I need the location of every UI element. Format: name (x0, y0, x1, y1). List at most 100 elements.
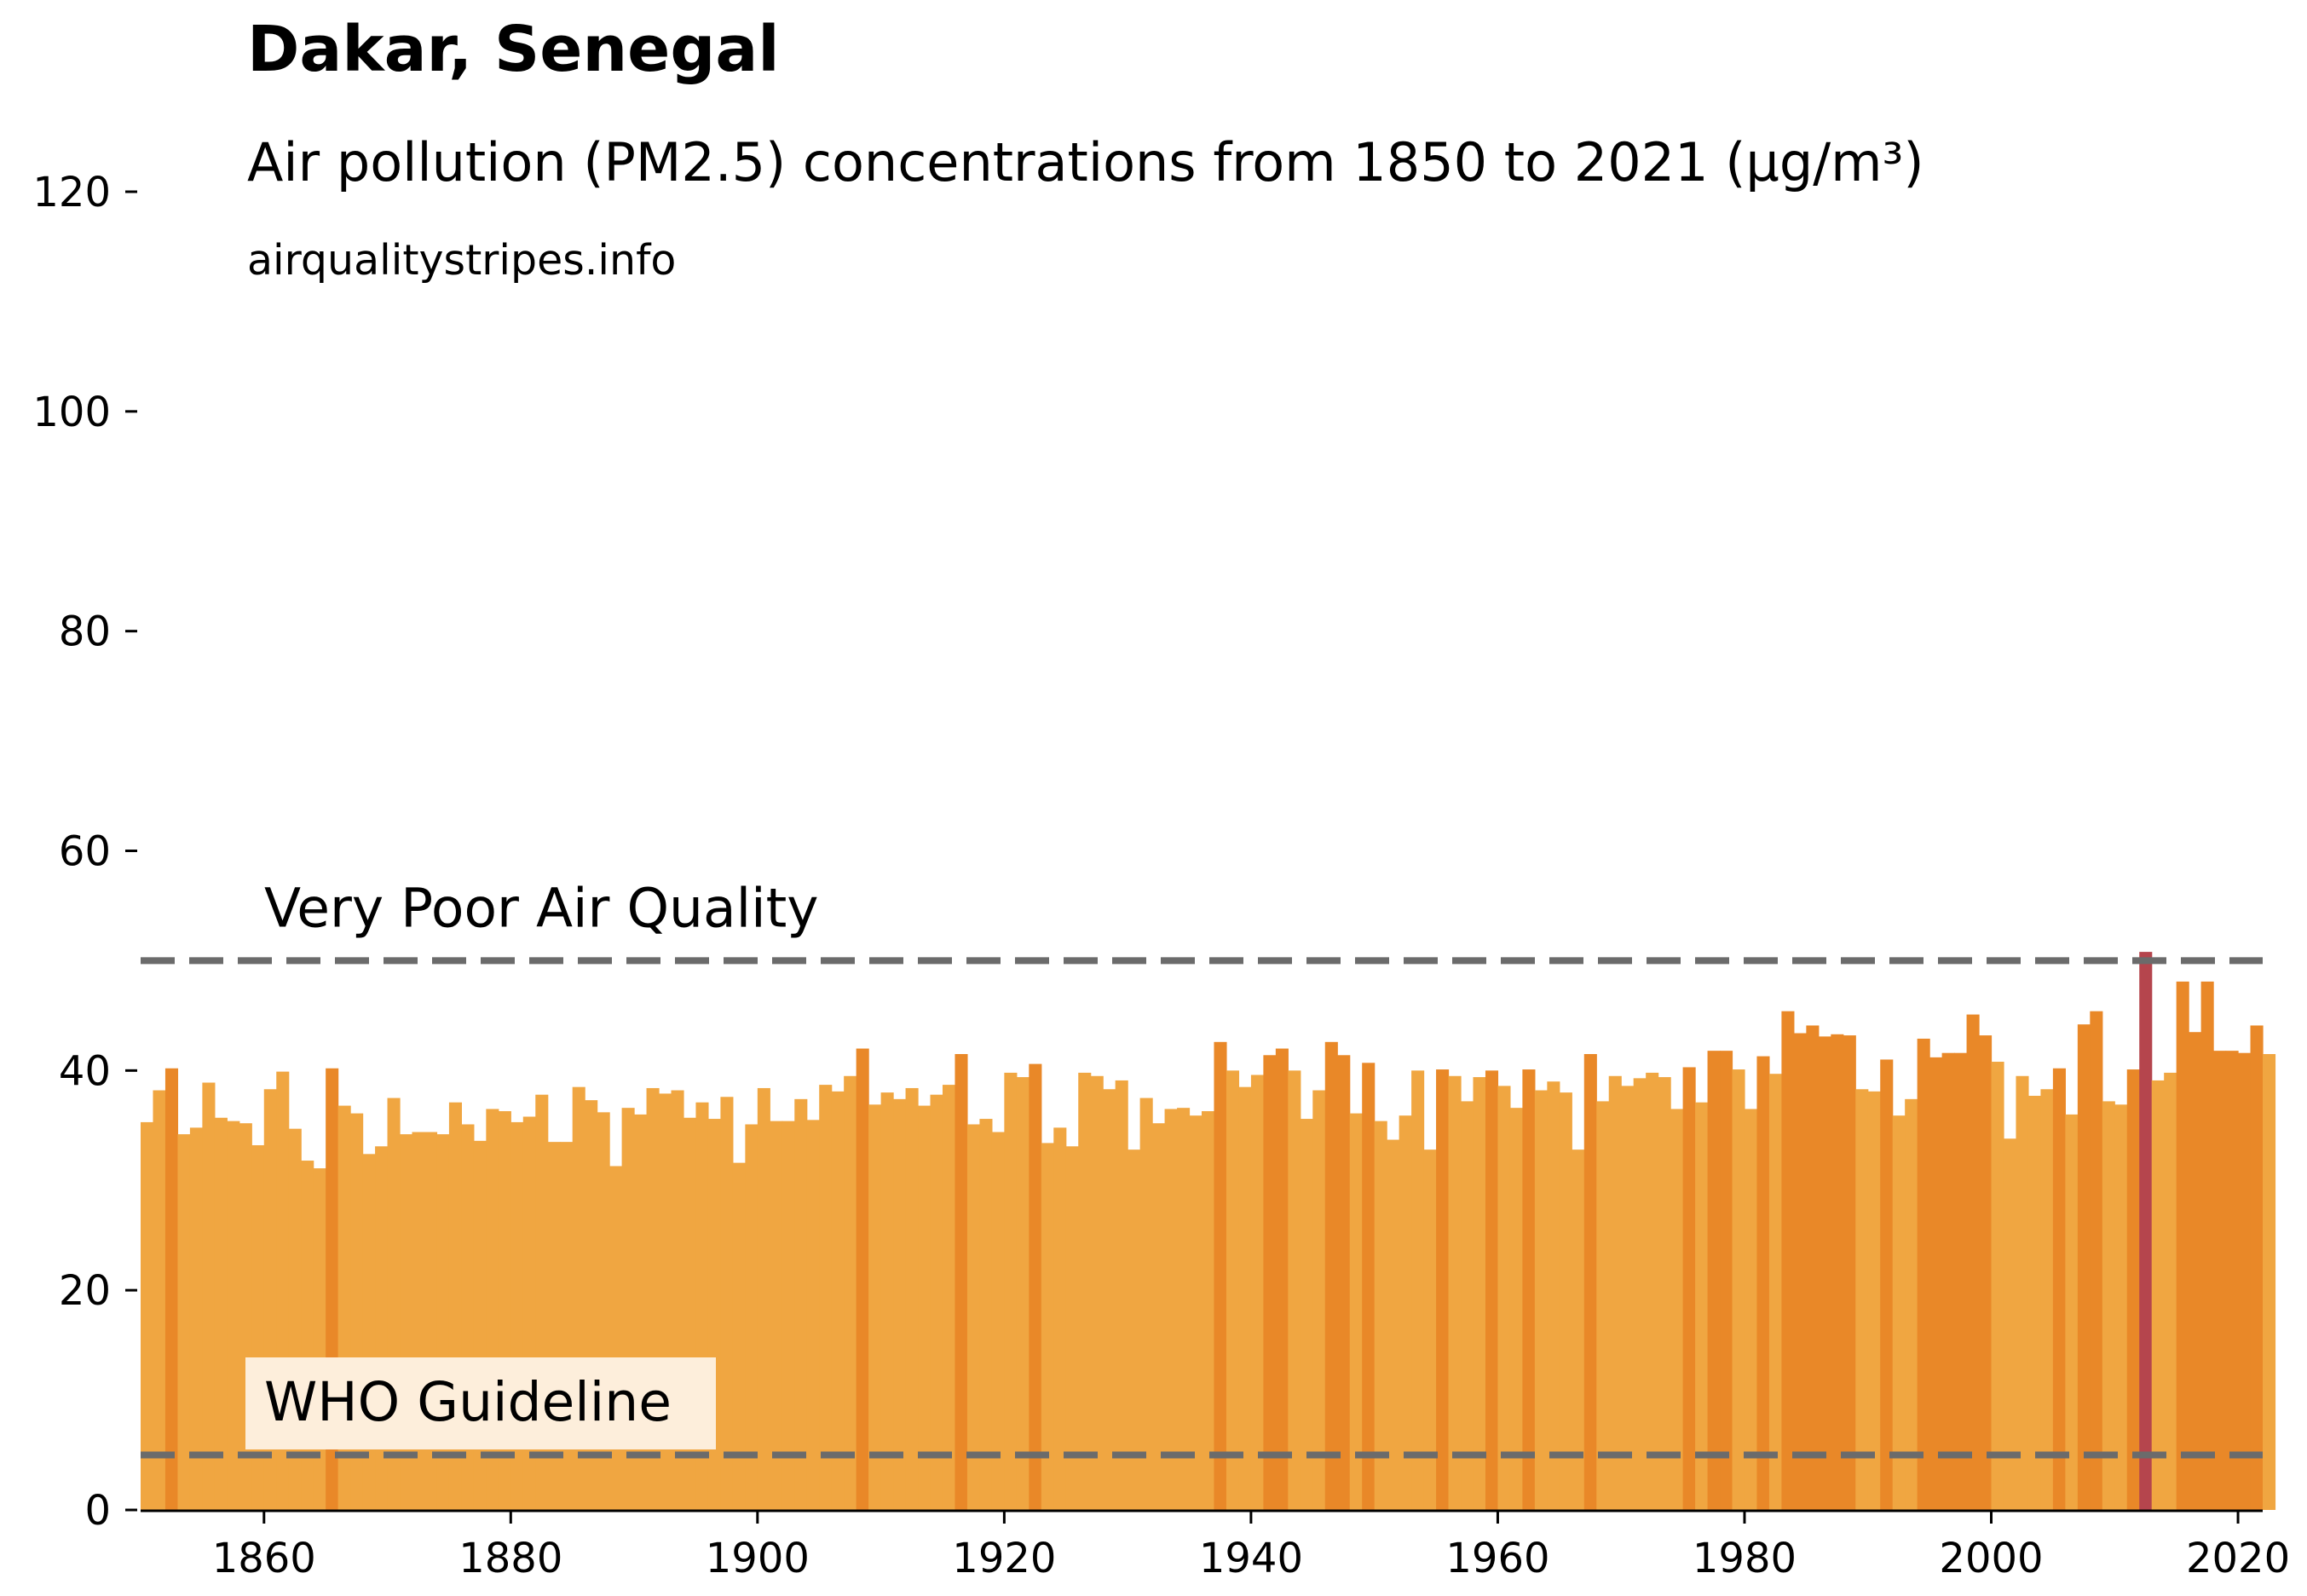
x-tick-label: 1860 (212, 1535, 316, 1582)
bar-1972 (1646, 1072, 1659, 1510)
bar-1974 (1670, 1109, 1684, 1510)
bar-1973 (1658, 1077, 1671, 1510)
bar-1912 (905, 1087, 919, 1510)
bar-1978 (1720, 1051, 1733, 1510)
bar-1931 (1139, 1098, 1153, 1510)
x-tick-label: 1920 (952, 1535, 1056, 1582)
bar-1921 (1016, 1077, 1029, 1510)
bar-1887 (597, 1112, 610, 1510)
bar-1867 (350, 1113, 364, 1510)
bar-2019 (2225, 1051, 2239, 1510)
y-axis: 0 20 40 60 80 100 120 (32, 169, 137, 1535)
bar-1993 (1905, 1098, 1918, 1510)
bar-1948 (1349, 1113, 1363, 1510)
bar-1897 (720, 1097, 734, 1510)
bar-1959 (1485, 1070, 1499, 1510)
bar-1879 (498, 1111, 511, 1510)
bar-2002 (2016, 1075, 2029, 1510)
bar-1990 (1867, 1091, 1881, 1510)
bar-1916 (955, 1053, 968, 1510)
who-guideline-label: WHO Guideline (264, 1371, 672, 1433)
x-tick-label: 1980 (1693, 1535, 1797, 1582)
bar-1898 (732, 1162, 746, 1510)
bar-1967 (1583, 1053, 1597, 1510)
bar-2021 (2250, 1025, 2264, 1510)
bar-1851 (153, 1090, 166, 1510)
bar-1857 (227, 1121, 240, 1510)
bar-1934 (1177, 1108, 1191, 1510)
bar-1956 (1448, 1075, 1462, 1510)
bar-1952 (1399, 1115, 1412, 1510)
bar-2013 (2151, 1080, 2165, 1510)
bar-1909 (868, 1104, 882, 1510)
bar-1989 (1855, 1089, 1869, 1510)
bar-1979 (1732, 1069, 1745, 1510)
bar-1917 (966, 1124, 981, 1510)
bar-2016 (2189, 1032, 2202, 1510)
bar-1853 (177, 1134, 191, 1510)
bar-1982 (1768, 1074, 1783, 1510)
x-tick-label: 2020 (2186, 1535, 2290, 1582)
bar-1933 (1164, 1109, 1178, 1510)
bar-1962 (1522, 1069, 1536, 1510)
bar-1951 (1387, 1139, 1400, 1510)
bar-1854 (189, 1127, 203, 1510)
bar-1954 (1423, 1149, 1437, 1510)
bar-1928 (1103, 1089, 1116, 1510)
bar-1947 (1337, 1055, 1351, 1510)
chart-source: airqualitystripes.info (247, 236, 676, 285)
very-poor-label: Very Poor Air Quality (264, 877, 819, 939)
x-tick-label: 1880 (459, 1535, 562, 1582)
bar-1983 (1781, 1011, 1795, 1510)
bar-1971 (1633, 1078, 1647, 1510)
y-tick-label: 100 (32, 389, 111, 436)
bar-1963 (1534, 1090, 1548, 1510)
bar-1935 (1189, 1115, 1203, 1510)
bar-2009 (2102, 1101, 2115, 1510)
bar-1946 (1324, 1041, 1338, 1510)
bar-2018 (2213, 1051, 2227, 1510)
bar-1896 (707, 1119, 722, 1510)
y-tick-label: 80 (59, 608, 111, 656)
bar-1953 (1411, 1070, 1425, 1510)
bar-1881 (522, 1116, 536, 1510)
x-axis: 1860 1880 1900 1920 1940 1960 1980 2000 2020 (141, 1509, 2290, 1582)
bar-2015 (2176, 981, 2189, 1510)
bar-1852 (164, 1068, 179, 1510)
bar-1961 (1509, 1108, 1523, 1510)
bar-1940 (1250, 1075, 1264, 1510)
bar-1923 (1041, 1143, 1054, 1510)
bar-1970 (1621, 1086, 1635, 1510)
bar-1919 (991, 1132, 1005, 1510)
bar-1960 (1497, 1086, 1511, 1510)
bar-1984 (1793, 1033, 1807, 1510)
bar-1941 (1263, 1055, 1277, 1510)
bar-1915 (942, 1085, 956, 1510)
bar-1864 (313, 1168, 326, 1510)
bar-2010 (2114, 1104, 2128, 1510)
bar-2011 (2126, 1069, 2140, 1510)
bar-1976 (1695, 1102, 1709, 1510)
bar-1981 (1756, 1056, 1770, 1510)
bar-1918 (979, 1119, 993, 1510)
bar-1850 (141, 1121, 154, 1510)
bar-1996 (1941, 1052, 1955, 1510)
bar-2014 (2164, 1072, 2177, 1510)
bar-1968 (1596, 1101, 1610, 1510)
bar-1878 (486, 1109, 499, 1510)
bar-1957 (1461, 1101, 1474, 1510)
bar-1902 (781, 1121, 795, 1510)
bar-1906 (831, 1091, 845, 1510)
bar-1999 (1979, 1035, 1993, 1510)
bar-1980 (1744, 1109, 1758, 1510)
bar-1910 (880, 1092, 894, 1510)
bar-1929 (1115, 1080, 1128, 1510)
bar-1889 (621, 1108, 635, 1510)
bar-1964 (1547, 1081, 1560, 1510)
bar-1994 (1917, 1038, 1930, 1510)
y-tick-label: 60 (59, 828, 111, 876)
bar-2006 (2065, 1114, 2079, 1510)
bar-1991 (1880, 1059, 1894, 1510)
bar-2022 (2263, 1053, 2276, 1510)
